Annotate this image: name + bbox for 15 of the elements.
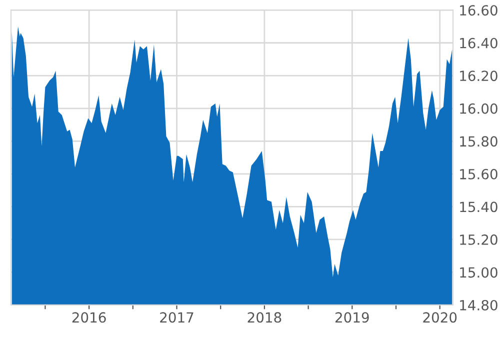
y-tick-label: 14.80 [460,300,498,310]
y-tick-label: 16.20 [460,70,498,82]
x-tick-label: 2016 [72,312,106,323]
y-tick-label: 16.60 [460,5,498,16]
x-tick-label: 2018 [248,312,282,323]
y-tick-label: 15.60 [460,168,498,180]
y-tick-label: 16.40 [460,38,498,48]
y-tick-label: 15.40 [460,202,498,212]
y-tick-label: 15.00 [460,267,498,278]
y-tick-label: 15.20 [460,234,498,245]
x-tick-label: 2017 [160,312,194,323]
x-tick-label: 2020 [423,312,457,323]
y-tick-label: 16.00 [460,103,498,114]
x-tick-label: 2019 [335,312,369,323]
y-tick-label: 15.80 [460,136,498,147]
